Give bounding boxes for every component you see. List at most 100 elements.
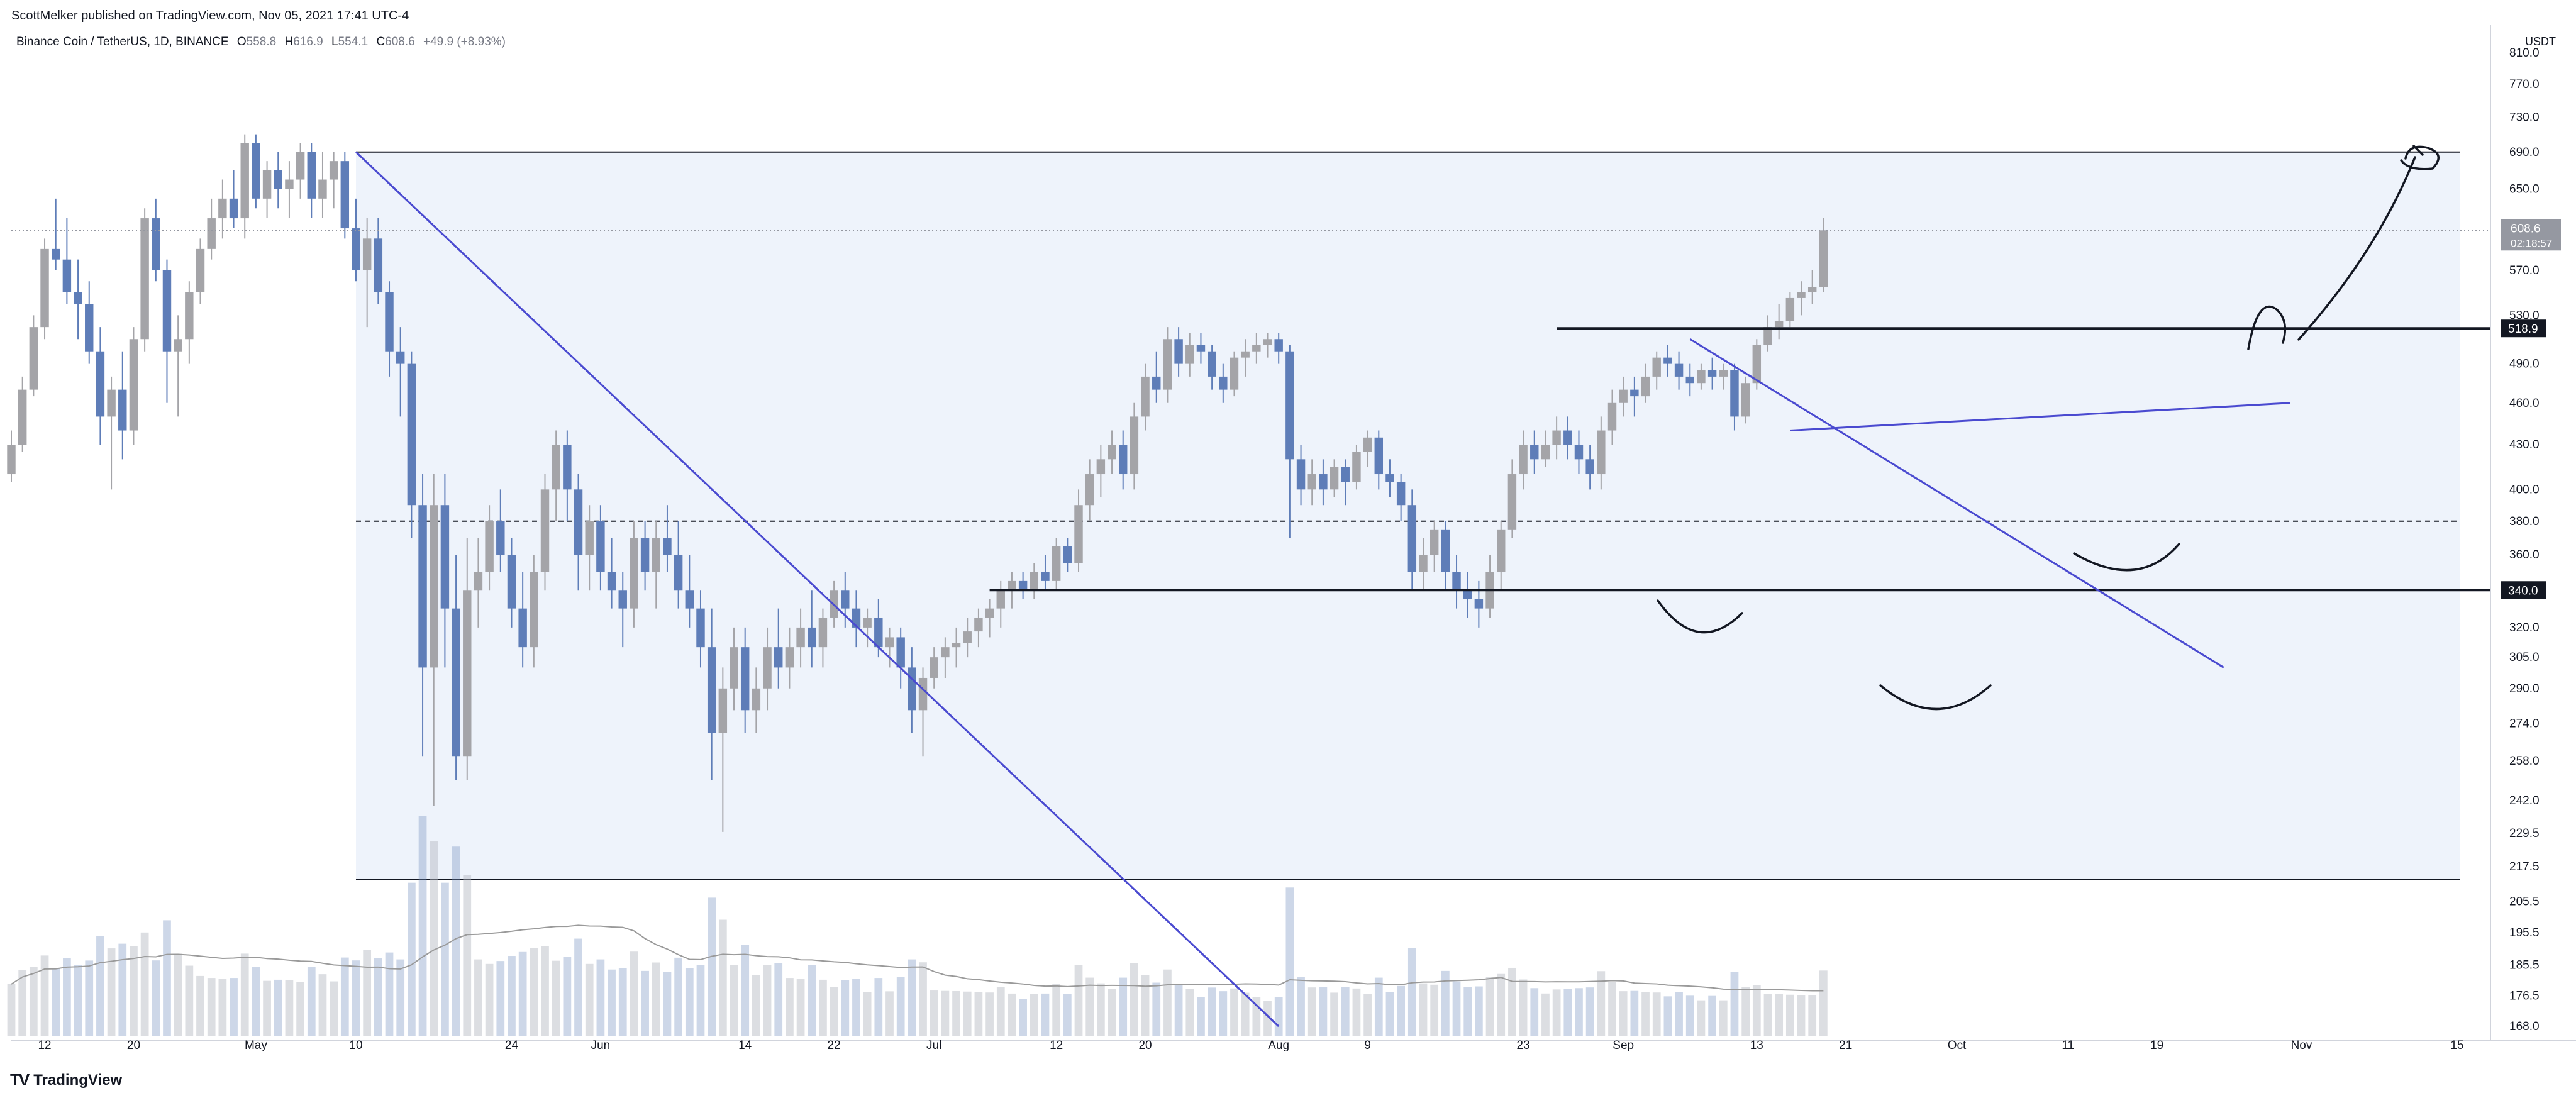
- volume-bar: [752, 975, 760, 1036]
- volume-bar: [196, 975, 204, 1036]
- candle: [1441, 529, 1450, 572]
- volume-bar: [1307, 987, 1316, 1036]
- time-tick-label: 12: [38, 1039, 51, 1052]
- candle: [930, 657, 938, 678]
- candle: [452, 608, 460, 757]
- candle: [140, 218, 149, 340]
- candle: [307, 152, 316, 199]
- candle: [652, 538, 660, 572]
- candle: [1008, 580, 1016, 591]
- candle: [707, 647, 716, 733]
- volume-bar: [1785, 994, 1794, 1036]
- candle: [1797, 292, 1806, 298]
- volume-bar: [1230, 988, 1238, 1036]
- candle: [1474, 599, 1484, 609]
- candle: [1296, 459, 1306, 490]
- volume-bar: [330, 981, 338, 1036]
- volume-bar: [1730, 972, 1739, 1036]
- candle: [530, 572, 538, 648]
- candle: [385, 292, 394, 352]
- target-arrow-tip: [2412, 145, 2424, 156]
- candle: [774, 647, 783, 668]
- candle: [1352, 452, 1361, 482]
- candle: [740, 647, 750, 711]
- price-tick-label: 176.5: [2509, 989, 2540, 1002]
- candle: [362, 238, 372, 270]
- volume-bar: [1130, 963, 1138, 1036]
- volume-bar: [1741, 987, 1750, 1036]
- candle: [818, 618, 828, 648]
- candle: [418, 505, 427, 668]
- candle: [1619, 389, 1628, 403]
- candle: [1252, 345, 1261, 352]
- volume-bar: [1630, 990, 1639, 1036]
- volume-bar: [240, 953, 249, 1036]
- candle: [162, 270, 172, 352]
- volume-bar: [474, 959, 482, 1036]
- support-badge: [2501, 581, 2546, 599]
- volume-bar: [1608, 982, 1616, 1036]
- candle: [540, 489, 550, 572]
- volume-bar: [830, 987, 838, 1036]
- volume-bar: [1819, 970, 1828, 1036]
- volume-bar: [1163, 969, 1172, 1036]
- time-tick-label: 24: [505, 1039, 519, 1052]
- volume-bar: [508, 956, 516, 1036]
- tradingview-brand: TradingView: [33, 1071, 123, 1089]
- volume-bar: [696, 965, 705, 1036]
- volume-bar: [863, 992, 872, 1036]
- volume-bar: [1419, 983, 1428, 1036]
- candle: [1763, 327, 1772, 345]
- volume-bar: [963, 991, 972, 1036]
- price-tick-label: 650.0: [2509, 183, 2540, 196]
- volume-bar: [630, 951, 638, 1036]
- volume-bar: [430, 841, 438, 1036]
- volume-bar: [1430, 984, 1439, 1036]
- price-tick-label: 530.0: [2509, 309, 2540, 322]
- volume-bar: [1319, 987, 1328, 1036]
- candle: [1230, 357, 1239, 390]
- volume-bar: [140, 932, 149, 1036]
- time-tick-label: 20: [1138, 1039, 1152, 1052]
- price-tick-label: 229.5: [2509, 827, 2540, 840]
- volume-bar: [1219, 991, 1228, 1036]
- volume-bar: [774, 963, 783, 1036]
- candle: [463, 590, 472, 757]
- volume-bar: [941, 990, 950, 1036]
- volume-bar: [418, 816, 427, 1036]
- candle: [863, 618, 872, 628]
- volume-bar: [1008, 993, 1016, 1036]
- low-value: 554.1: [338, 35, 369, 48]
- volume-bar: [463, 875, 472, 1036]
- candle: [340, 161, 350, 229]
- volume-bar: [18, 970, 27, 1036]
- volume-bar: [530, 948, 538, 1036]
- candle: [852, 608, 861, 628]
- right-shoulder-curve-left: [1657, 599, 1743, 634]
- candle: [1452, 572, 1461, 591]
- volume-bar: [130, 946, 138, 1036]
- volume-bar: [718, 919, 727, 1036]
- volume-bar: [1019, 999, 1027, 1036]
- countdown-value: 02:18:57: [2511, 237, 2552, 249]
- volume-bar: [96, 936, 104, 1036]
- volume-bar: [563, 957, 572, 1036]
- volume-bar: [29, 967, 38, 1036]
- price-tick-label: 274.0: [2509, 718, 2540, 731]
- head-curve: [1879, 684, 1992, 711]
- volume-bar: [485, 963, 494, 1036]
- volume-bar: [7, 984, 16, 1036]
- volume-bar: [1619, 991, 1628, 1036]
- price-tick-label: 205.5: [2509, 896, 2540, 909]
- volume-bar: [263, 980, 271, 1036]
- volume-bar: [1519, 979, 1528, 1036]
- price-tick-label: 217.5: [2509, 860, 2540, 873]
- candle: [107, 389, 116, 417]
- candle: [507, 555, 516, 609]
- candles: [7, 134, 1828, 832]
- last-price-badge: [2501, 219, 2561, 251]
- candle: [1663, 357, 1672, 364]
- candle: [1263, 339, 1272, 345]
- volume-bar: [796, 979, 805, 1036]
